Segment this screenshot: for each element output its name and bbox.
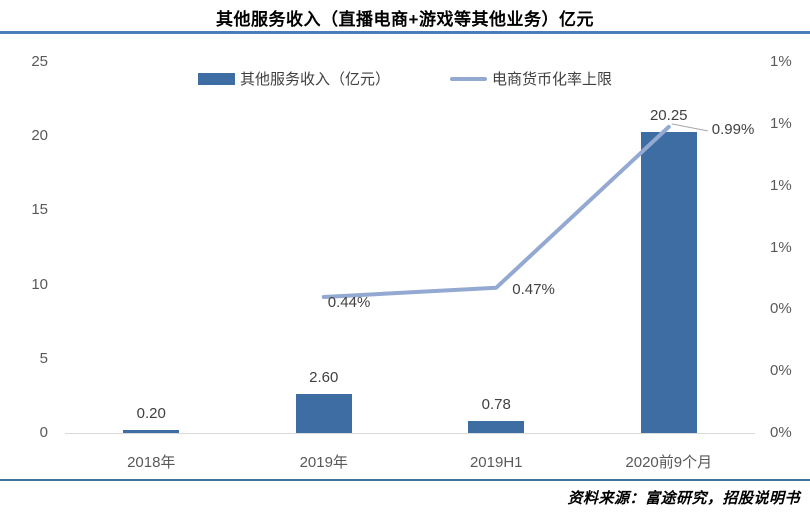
bar-value-label: 0.20 (136, 405, 166, 423)
bar-value-label: 0.78 (481, 396, 511, 414)
chart-title: 其他服务收入（直播电商+游戏等其他业务）亿元 (216, 10, 594, 29)
left-axis-tick: 10 (31, 275, 48, 293)
legend-item-revenue: 其他服务收入（亿元） (197, 68, 390, 89)
line-series-swatch-icon (450, 76, 487, 81)
right-axis-tick: 1% (770, 238, 792, 256)
left-axis-tick: 15 (31, 201, 48, 219)
x-axis-category: 2018年 (127, 454, 176, 471)
revenue-bar (640, 132, 697, 433)
left-axis-tick: 0 (39, 424, 48, 441)
title-divider (0, 31, 810, 34)
x-axis-baseline (65, 433, 755, 434)
right-axis-tick: 1% (770, 114, 792, 132)
revenue-bar (123, 430, 180, 433)
revenue-bar (468, 421, 525, 433)
bar-value-label: 20.25 (649, 107, 688, 125)
chart-legend: 其他服务收入（亿元） 电商货币化率上限 (0, 68, 810, 89)
label-leader-line (671, 123, 708, 132)
right-axis-tick: 1% (770, 53, 792, 70)
right-axis-tick: 1% (770, 176, 792, 194)
right-axis-tick: 0% (770, 424, 792, 441)
source-note: 资料来源：富途研究，招股说明书 (567, 490, 800, 507)
x-axis-category: 2019H1 (469, 454, 523, 471)
x-axis-category: 2020前9个月 (625, 454, 713, 471)
line-value-label: 0.99% (711, 120, 755, 138)
bar-value-label: 2.60 (309, 369, 339, 387)
bar-series-swatch-icon (197, 72, 235, 85)
monetization-line (321, 124, 671, 299)
line-value-label: 0.47% (512, 280, 555, 298)
legend-label-revenue: 其他服务收入（亿元） (239, 71, 390, 88)
footer-divider (0, 479, 810, 481)
left-axis-tick: 5 (39, 349, 48, 367)
x-axis-category: 2019年 (299, 454, 348, 471)
right-axis-tick: 0% (770, 362, 792, 380)
legend-label-monetization: 电商货币化率上限 (492, 71, 613, 88)
left-axis-tick: 20 (31, 127, 48, 145)
line-value-label: 0.44% (327, 293, 371, 311)
revenue-bar (295, 394, 352, 433)
left-axis-tick: 25 (31, 53, 48, 70)
right-axis-tick: 0% (770, 300, 792, 318)
legend-item-monetization: 电商货币化率上限 (450, 68, 612, 89)
